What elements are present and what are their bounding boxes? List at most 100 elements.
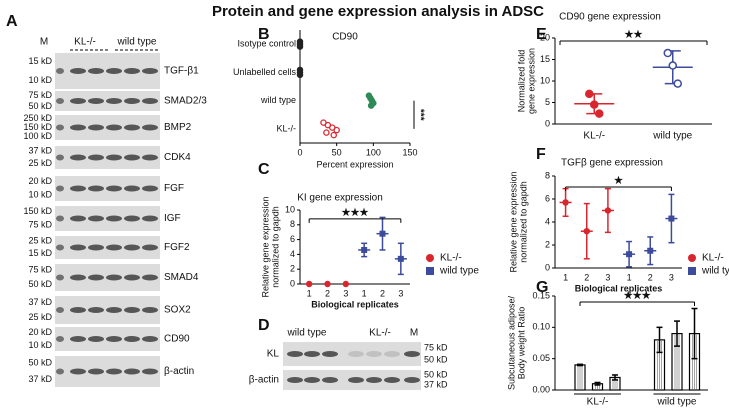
marker-label: 150 kD <box>23 206 52 216</box>
blot-band <box>70 274 86 281</box>
y-tick-label: 6 <box>290 234 295 244</box>
marker-label: 50 kD <box>28 358 52 368</box>
marker-label: 50 kD <box>424 369 448 379</box>
marker-label: 50 kD <box>28 101 52 111</box>
protein-label: SMAD2/3 <box>164 96 207 107</box>
category-label: Isotype control <box>237 39 296 49</box>
data-point <box>583 228 590 235</box>
y-tick-label: 0 <box>545 262 550 272</box>
data-point <box>361 246 368 253</box>
blot-band <box>56 336 64 342</box>
blot-band <box>142 368 158 375</box>
x-tick-label: 1 <box>627 272 632 282</box>
blot-band <box>106 244 122 251</box>
x-tick-label: 150 <box>402 147 417 157</box>
panel-label: G <box>536 279 548 296</box>
blot-band <box>124 124 140 131</box>
figure-title: Protein and gene expression analysis in … <box>212 3 544 20</box>
blot-band <box>88 244 104 251</box>
legend-label: KL-/- <box>702 253 724 264</box>
protein-label: IGF <box>164 213 181 224</box>
data-point <box>367 102 375 109</box>
legend-marker <box>688 267 696 275</box>
blot-band <box>70 98 86 104</box>
y-tick-label: 0.05 <box>532 353 550 363</box>
y-tick-label: 8 <box>545 170 550 180</box>
blot-band <box>56 368 64 375</box>
category-label: wild type <box>260 95 296 105</box>
x-axis-label: Percent expression <box>316 159 393 169</box>
x-tick-label: wild type <box>652 131 692 142</box>
y-tick-label: 0.00 <box>532 384 550 394</box>
y-tick-label: 5 <box>545 97 550 107</box>
y-tick-label: 6 <box>545 193 550 203</box>
significance-label: ★★★ <box>624 291 651 302</box>
marker-label: 75 kD <box>28 220 52 230</box>
legend-label: wild type <box>701 266 729 277</box>
protein-label: KL <box>267 349 280 360</box>
legend-label: wild type <box>439 266 479 277</box>
blot-band <box>56 124 64 131</box>
y-tick-label: 10 <box>540 75 550 85</box>
y-axis-label: Relative gene expression <box>260 196 270 297</box>
significance-label: *** <box>414 109 425 121</box>
blot-band <box>106 336 122 342</box>
y-axis-label: gene expression <box>526 48 536 114</box>
blot-band <box>142 98 158 104</box>
blot-band <box>56 274 64 281</box>
panel-label: A <box>6 13 18 30</box>
marker-label: 50 kD <box>424 354 448 364</box>
y-tick-label: 4 <box>290 249 295 259</box>
x-tick-label: 2 <box>648 272 653 282</box>
blot-band <box>124 336 140 342</box>
blot-band <box>124 154 140 161</box>
blot-band <box>124 215 140 222</box>
x-tick-label: 50 <box>332 147 342 157</box>
x-tick-label: 3 <box>343 288 348 298</box>
x-axis-label: Biological replicates <box>311 299 399 309</box>
marker-label: 20 kD <box>28 176 52 186</box>
marker-label: 10 kD <box>28 340 52 350</box>
data-point <box>647 247 654 254</box>
y-axis-label: Relative gene expression <box>508 171 518 272</box>
blot-band <box>88 274 104 281</box>
blot-band <box>287 377 303 383</box>
lane-label: KL-/- <box>74 37 96 48</box>
group-label: KL-/- <box>587 397 609 408</box>
blot-band <box>106 154 122 161</box>
data-point <box>305 280 313 288</box>
blot-band <box>56 307 64 313</box>
blot-band <box>304 377 320 383</box>
blot-band <box>88 336 104 342</box>
protein-label: FGF2 <box>164 242 190 253</box>
blot-band <box>88 98 104 104</box>
protein-label: FGF <box>164 183 184 194</box>
lane-label: KL-/- <box>369 328 391 339</box>
y-tick-label: 2 <box>290 264 295 274</box>
x-tick-label: 3 <box>605 272 610 282</box>
blot-band <box>56 68 64 74</box>
protein-label: CD90 <box>164 334 190 345</box>
data-point <box>604 207 612 214</box>
chart-title: CD90 <box>332 32 358 43</box>
panel-label: D <box>258 317 270 334</box>
significance-label: ★★ <box>625 30 643 41</box>
x-axis-label: Biological replicates <box>575 283 663 293</box>
blot-band <box>322 377 338 383</box>
panel-label: C <box>258 161 270 178</box>
blot-band <box>70 185 86 192</box>
lane-label: wild type <box>117 37 157 48</box>
panel-label: F <box>536 146 546 163</box>
x-tick-label: 2 <box>325 288 330 298</box>
blot-band <box>70 307 86 313</box>
protein-label: β-actin <box>249 375 279 386</box>
data-point <box>673 79 682 88</box>
data-point <box>296 71 304 79</box>
y-axis-label: Subcutaneous adipose/ <box>506 295 516 390</box>
data-point <box>562 199 569 206</box>
blot-band <box>70 336 86 342</box>
lane-label: M <box>410 328 418 339</box>
group-label: wild type <box>657 397 697 408</box>
blot-band <box>88 185 104 192</box>
